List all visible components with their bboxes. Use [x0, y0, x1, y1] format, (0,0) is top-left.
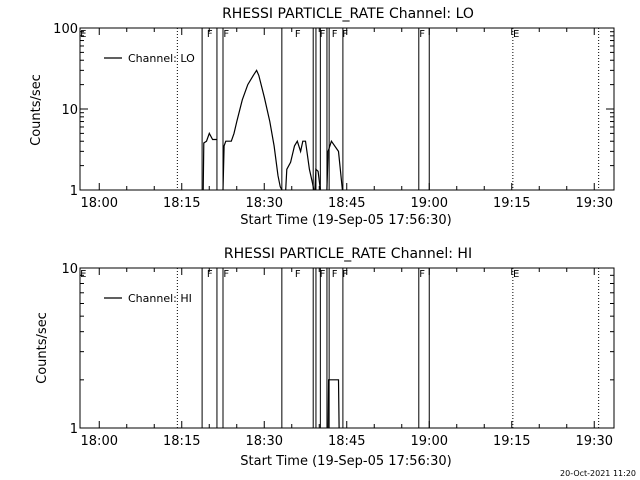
legend-label: Channel: HI: [128, 292, 192, 305]
flag-letter: E: [80, 29, 86, 40]
flag-letter: F: [223, 269, 229, 280]
x-tick-label: 18:45: [328, 434, 365, 449]
flag-letter: F: [320, 29, 326, 40]
y-tick-label: 100: [53, 22, 78, 37]
x-tick-label: 19:30: [576, 434, 613, 449]
flag-letter: F: [207, 269, 213, 280]
panel-hi-xlabel: Start Time (19-Sep-05 17:56:30): [240, 454, 451, 469]
x-tick-label: 19:00: [411, 196, 448, 211]
x-tick-label: 18:15: [163, 196, 200, 211]
x-tick-label: 18:45: [328, 196, 365, 211]
legend-label: Channel: LO: [128, 52, 195, 65]
flag-letter: F: [419, 269, 425, 280]
flag-letter: F: [207, 29, 213, 40]
flag-letter: F: [295, 29, 301, 40]
flag-letter: F: [223, 29, 229, 40]
panel-lo-title: RHESSI PARTICLE_RATE Channel: LO: [222, 6, 474, 22]
x-tick-label: 19:15: [493, 196, 530, 211]
y-tick-label: 10: [61, 103, 78, 118]
x-tick-label: 18:00: [81, 196, 118, 211]
series-line: [314, 168, 321, 191]
x-tick-label: 18:30: [246, 434, 283, 449]
flag-letter: E: [513, 29, 519, 40]
panel-lo-ylabel: Counts/sec: [29, 74, 44, 146]
y-tick-label: 1: [70, 184, 78, 199]
x-tick-label: 18:00: [81, 434, 118, 449]
flag-letter: E: [513, 269, 519, 280]
panel-lo-xlabel: Start Time (19-Sep-05 17:56:30): [240, 213, 451, 228]
series-line: [326, 139, 343, 191]
series-line: [222, 69, 283, 191]
x-tick-label: 19:15: [493, 434, 530, 449]
timestamp-label: 20-Oct-2021 11:20: [560, 469, 636, 478]
panel-lo-plot-area: 18:00 18:15 18:30 18:45 19:00 19:15 19:30 1 10 10…: [53, 22, 615, 211]
flag-letter: E: [80, 269, 86, 280]
flag-letter: F: [320, 269, 326, 280]
y-tick-label: 1: [70, 422, 78, 437]
series-line: [285, 139, 315, 191]
x-tick-label: 19:00: [411, 434, 448, 449]
y-tick-label: 10: [61, 262, 78, 277]
flag-letter: F: [332, 269, 338, 280]
x-tick-label: 19:30: [576, 196, 613, 211]
flag-letter: F: [342, 29, 348, 40]
series-line: [327, 379, 340, 429]
panel-hi-ylabel: Counts/sec: [35, 312, 50, 384]
flag-letter: F: [419, 29, 425, 40]
series-line: [202, 131, 217, 191]
x-tick-label: 18:15: [163, 434, 200, 449]
panel-hi-title: RHESSI PARTICLE_RATE Channel: HI: [224, 246, 472, 262]
flag-letter: F: [295, 269, 301, 280]
flag-letter: F: [332, 29, 338, 40]
flag-letter: F: [342, 269, 348, 280]
x-tick-label: 18:30: [246, 196, 283, 211]
